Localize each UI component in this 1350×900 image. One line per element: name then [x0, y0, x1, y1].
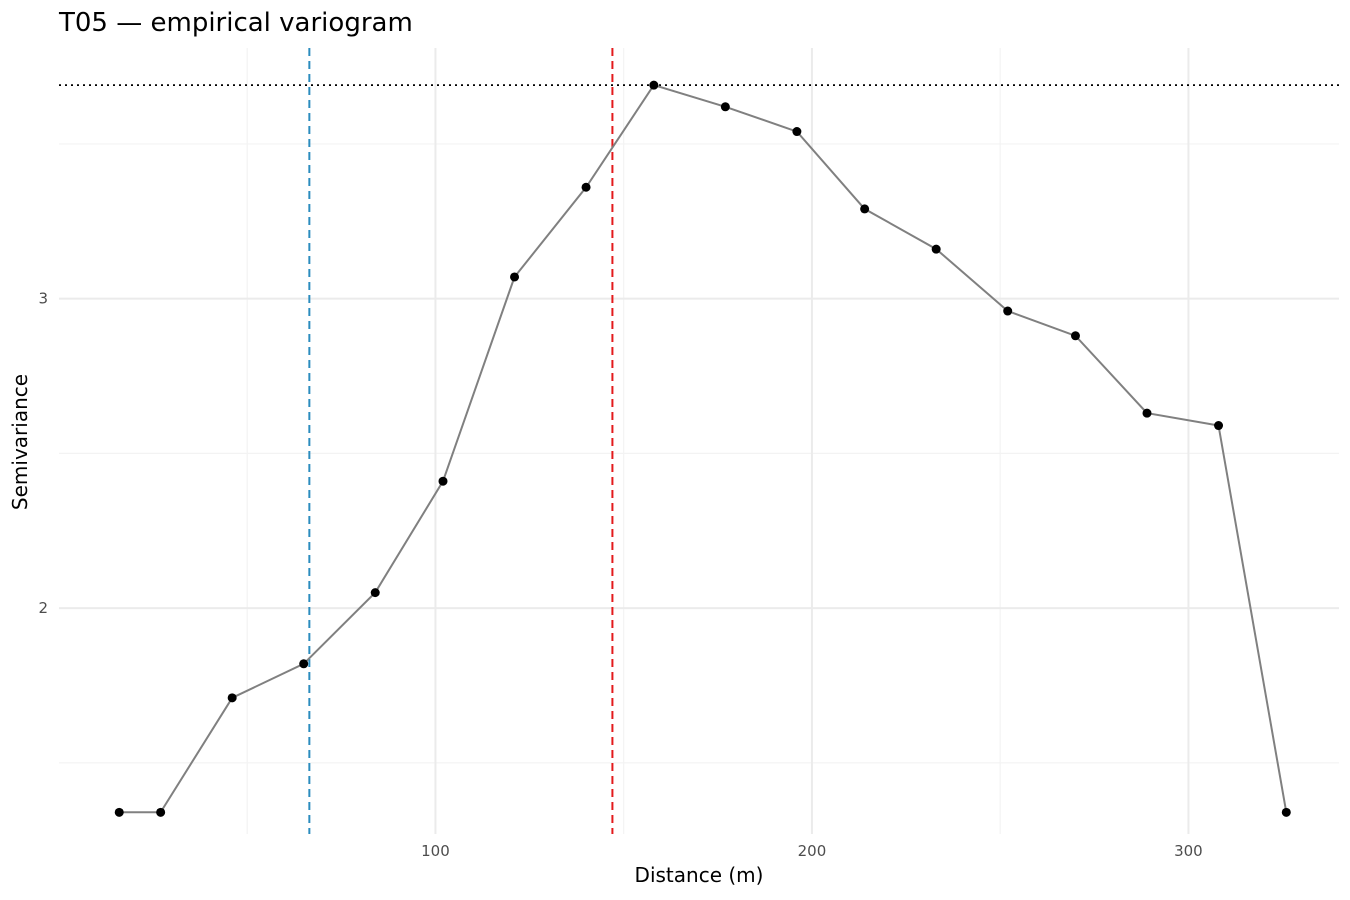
reference-lines — [59, 48, 1339, 834]
series-line — [119, 83, 1288, 814]
data-point — [931, 244, 941, 254]
data-point — [299, 659, 309, 669]
data-point — [1142, 408, 1152, 418]
data-point — [649, 80, 659, 90]
data-point — [860, 204, 870, 214]
y-axis-title: Semivariance — [8, 374, 32, 510]
data-point — [227, 693, 237, 703]
grid-layer — [59, 48, 1339, 834]
y-tick-label: 3 — [38, 290, 48, 308]
data-point — [1281, 807, 1291, 817]
tick-labels: 100 200 300 2 3 — [38, 290, 1202, 860]
x-tick-label: 100 — [421, 842, 450, 860]
series-layer — [114, 80, 1291, 817]
data-point — [1070, 331, 1080, 341]
data-point — [438, 476, 448, 486]
data-point — [510, 272, 520, 282]
data-point — [1003, 306, 1013, 316]
data-point — [156, 807, 166, 817]
data-point — [720, 102, 730, 112]
x-tick-label: 300 — [1174, 842, 1203, 860]
x-tick-label: 200 — [798, 842, 827, 860]
data-point — [792, 127, 802, 137]
chart-title: T05 — empirical variogram — [58, 8, 413, 38]
data-point — [581, 182, 591, 192]
x-axis-title: Distance (m) — [635, 863, 764, 887]
data-point — [114, 807, 124, 817]
y-tick-label: 2 — [38, 599, 48, 617]
data-point — [1214, 421, 1224, 431]
data-point — [370, 588, 380, 598]
